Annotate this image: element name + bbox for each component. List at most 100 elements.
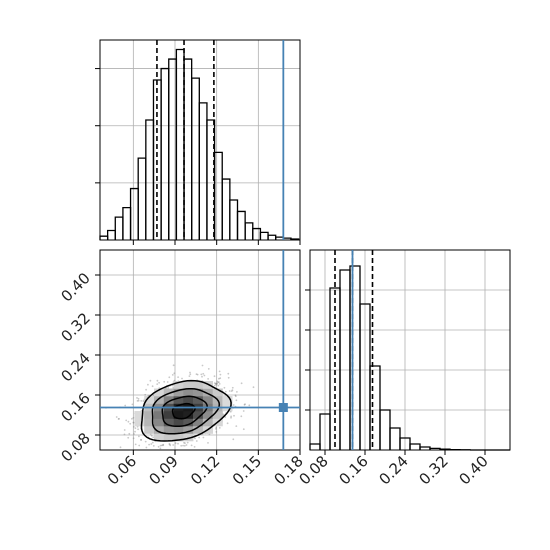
contour-line: [171, 402, 196, 420]
density-cell: [193, 396, 204, 404]
density-cell: [173, 396, 184, 404]
sample-point: [219, 377, 222, 380]
histogram-bar: [221, 178, 231, 240]
x-tick-label: 0.06: [104, 452, 140, 488]
sample-point: [147, 383, 149, 386]
x-tick-label: 0.32: [415, 452, 451, 488]
histogram-bar: [229, 199, 239, 240]
sample-point: [240, 415, 243, 418]
sample-point: [218, 381, 220, 384]
histogram-bar: [175, 48, 185, 240]
sample-point: [218, 370, 221, 373]
sample-point: [230, 390, 233, 392]
sample-point: [181, 377, 183, 380]
sample-point: [124, 404, 127, 407]
contour-line: [161, 395, 208, 428]
sample-point: [145, 388, 148, 391]
sample-point: [123, 429, 126, 431]
sample-point: [242, 410, 245, 412]
sample-point: [244, 403, 246, 406]
sample-point: [151, 441, 154, 444]
sample-point: [128, 432, 131, 435]
density-cell: [193, 426, 204, 434]
contour-line: [151, 387, 221, 435]
density-cell: [193, 388, 204, 397]
sample-point: [213, 375, 216, 378]
density-cell: [154, 433, 165, 442]
sample-point: [213, 384, 216, 387]
histogram-bar: [389, 427, 401, 450]
sample-point: [137, 399, 140, 402]
sample-point: [127, 436, 130, 439]
sample-point: [131, 403, 134, 406]
density-cell: [144, 418, 155, 427]
sample-point: [133, 433, 135, 435]
sample-point: [218, 377, 220, 380]
sample-point: [234, 395, 237, 398]
density-cell: [202, 388, 213, 397]
density-cell: [173, 381, 184, 389]
x-tick-label: 0.24: [375, 452, 411, 488]
histogram-bar: [137, 157, 147, 240]
truth-marker: [278, 403, 288, 412]
histogram-bar: [259, 231, 269, 240]
sample-point: [132, 426, 135, 428]
density-cell: [173, 426, 184, 434]
density-cell: [202, 411, 213, 419]
density-cell: [163, 426, 174, 434]
sample-point: [243, 403, 246, 406]
sample-point: [150, 434, 153, 437]
sample-point: [189, 373, 192, 376]
sample-point: [202, 436, 205, 439]
sample-point: [177, 376, 180, 378]
histogram-bar: [122, 206, 132, 240]
sample-point: [226, 422, 229, 425]
sample-point: [194, 437, 196, 440]
sample-point: [168, 376, 171, 379]
sample-point: [196, 373, 199, 376]
sample-point: [216, 380, 219, 383]
histogram-bar: [183, 58, 193, 240]
x-tick-label: 0.15: [229, 452, 265, 488]
histogram-bar: [379, 409, 391, 450]
density-cell: [173, 418, 184, 427]
density-cell: [193, 418, 204, 427]
sample-point: [144, 393, 147, 396]
sample-point: [182, 444, 185, 447]
sample-point: [166, 381, 169, 383]
x-tick-label: 0.08: [295, 452, 331, 488]
x-tick-label: 0.16: [335, 452, 371, 488]
histogram-bar: [160, 67, 170, 240]
sample-point: [119, 446, 122, 449]
histogram-bar: [145, 119, 155, 240]
sample-point: [188, 375, 191, 377]
sample-point: [156, 379, 159, 382]
density-cell: [183, 426, 194, 434]
sample-point: [195, 373, 198, 375]
density-cell: [212, 388, 223, 397]
density-cell: [173, 433, 184, 442]
hist2-bars: [309, 265, 510, 451]
hist1-ticks: [95, 68, 301, 245]
sample-point: [152, 436, 155, 439]
sample-point: [172, 364, 175, 367]
sample-point: [136, 400, 139, 402]
contour-lines: [140, 379, 232, 442]
sample-point: [132, 421, 135, 424]
sample-point: [152, 445, 155, 447]
panel-2d: 0.06 0.09 0.12 0.15 0.18 0.08 0.16 0.24 0.32 0.4…: [57, 249, 307, 488]
scatter-frame: [99, 249, 301, 451]
sample-point: [125, 419, 128, 422]
histogram-bar: [349, 265, 361, 450]
density-cell: [154, 418, 165, 427]
sample-point: [137, 397, 140, 400]
sample-point: [217, 384, 220, 387]
sample-point: [233, 414, 235, 417]
sample-point: [185, 444, 188, 446]
sample-point: [224, 390, 227, 393]
density-cell: [144, 426, 155, 434]
density-cell: [183, 411, 194, 419]
sample-point: [231, 386, 234, 389]
sample-point: [214, 382, 217, 385]
